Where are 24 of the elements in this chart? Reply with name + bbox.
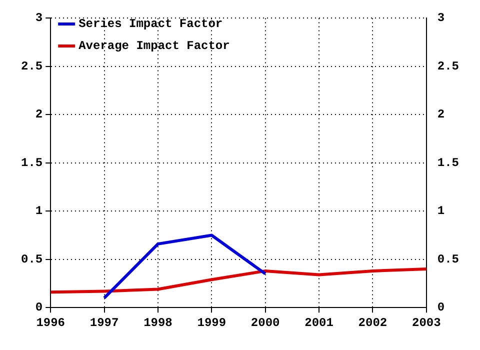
y2-tick-label: 0 [437, 300, 445, 315]
legend-label: Average Impact Factor [78, 39, 230, 54]
y-tick-label: 0.5 [20, 252, 43, 266]
x-tick-label: 2003 [412, 316, 441, 330]
y-tick-label: 3 [35, 11, 43, 26]
y2-tick-label: 2.5 [437, 59, 460, 74]
y-tick-label: 2 [35, 108, 43, 122]
y-tick-label: 0 [35, 300, 43, 315]
y-tick-label: 1.5 [20, 156, 43, 170]
y2-tick-label: 2 [437, 108, 445, 122]
legend-label: Series Impact Factor [78, 17, 223, 32]
y-tick-label: 1 [35, 204, 43, 218]
x-tick-label: 1996 [36, 316, 66, 330]
x-tick-label: 1997 [90, 316, 119, 330]
y2-tick-label: 3 [437, 11, 445, 26]
y-tick-label: 2.5 [20, 59, 43, 74]
x-tick-label: 2002 [358, 316, 388, 330]
y2-tick-label: 1 [437, 204, 445, 218]
x-tick-label: 2000 [250, 316, 280, 330]
x-tick-label: 1999 [197, 316, 226, 330]
x-tick-label: 1998 [144, 316, 172, 330]
x-tick-label: 2001 [304, 316, 334, 330]
y2-tick-label: 1.5 [437, 156, 460, 170]
y2-tick-label: 0.5 [437, 252, 460, 266]
